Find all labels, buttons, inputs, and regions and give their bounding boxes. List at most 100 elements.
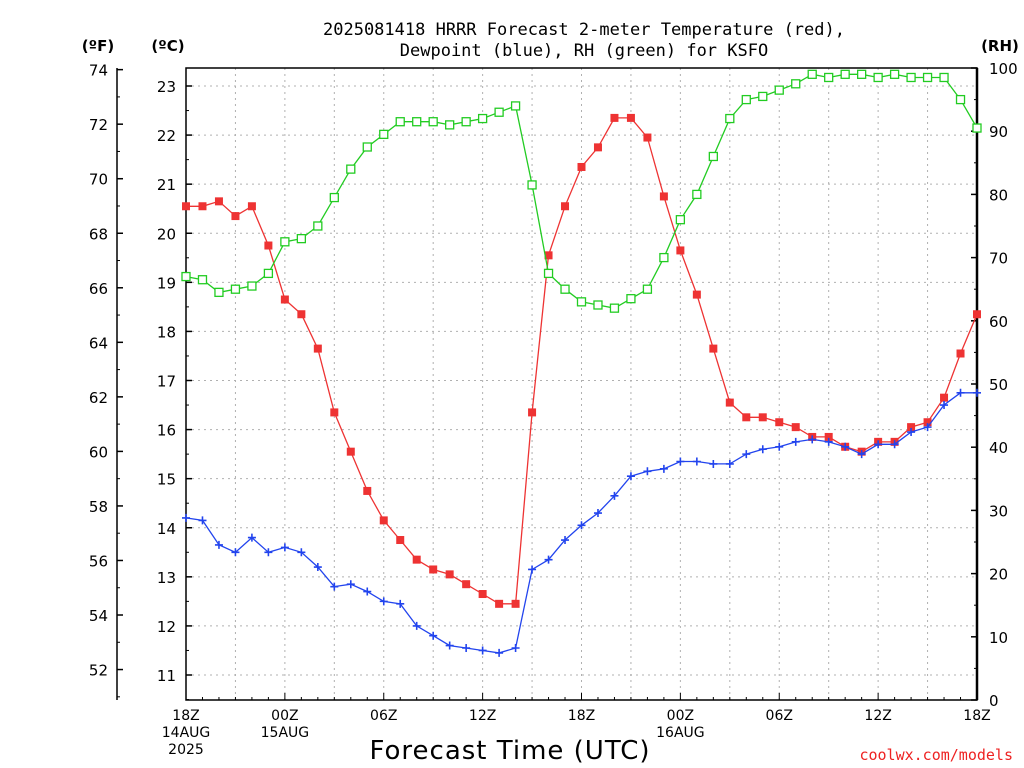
dewpoint-point [280,543,289,552]
series-dewpoint [182,388,981,657]
rh-point [774,85,784,95]
rh-point [939,72,949,83]
chart-title-line-1: 2025081418 HRRR Forecast 2-meter Tempera… [323,20,845,40]
dewpoint-point [544,555,553,564]
temperature-point [264,241,273,250]
dewpoint-point [330,582,339,591]
temperature-point [247,202,256,211]
celsius-tick-label: 23 [157,78,176,96]
rh-point [263,268,274,279]
time-tick-label: 14AUG [162,725,211,741]
celsius-unit-label: (ºC) [151,37,184,55]
temperature-point [973,310,981,319]
rh-tick-label: 90 [989,123,1008,141]
dewpoint-point [709,459,718,468]
temperature-point [330,408,339,417]
dewpoint-point [874,440,883,449]
celsius-tick-label: 15 [157,471,176,489]
dewpoint-point [824,437,833,446]
rh-point [576,297,587,307]
dewpoint-point [725,459,734,468]
temperature-point [280,295,289,304]
rh-point [247,281,257,291]
temperature-point [495,599,504,608]
rh-point [214,287,224,298]
rh-tick-label: 80 [989,186,1008,204]
fahrenheit-unit-label: (ºF) [82,37,114,55]
gridlines [186,68,977,700]
rh-point [725,113,735,124]
rh-point [494,107,504,117]
rh-point [955,94,966,105]
dewpoint-point [182,513,190,522]
dewpoint-point [247,533,256,542]
celsius-tick-label: 12 [157,618,176,636]
dewpoint-point [956,388,965,397]
rh-point [889,69,900,79]
dewpoint-point [890,440,899,449]
rh-point [362,142,372,152]
temperature-point [379,516,388,525]
x-axis-label: Forecast Time (UTC) [369,736,650,766]
rh-point [329,192,339,203]
celsius-tick-label: 18 [157,323,176,341]
rh-point [181,271,191,282]
temperature-point [791,423,800,432]
dewpoint-point [907,428,916,437]
rh-tick-label: 20 [989,566,1008,584]
dewpoint-point [478,646,487,655]
rh-point [609,303,620,313]
rh-point [692,189,702,200]
rh-point [412,117,422,127]
temperature-point [593,143,602,152]
dewpoint-point [528,565,537,574]
temperature-point [198,202,207,211]
series-rh [181,69,982,313]
temperature-point [297,310,306,319]
time-tick-label: 12Z [469,708,496,724]
temperature-point [462,580,471,589]
dewpoint-point [264,548,273,557]
rh-tick-label: 100 [989,60,1018,78]
dewpoint-point [511,644,520,653]
dewpoint-point [791,437,800,446]
dewpoint-point [758,445,767,454]
temperature-point [610,113,619,122]
rh-tick-label: 70 [989,250,1008,268]
temperature-point [346,447,355,456]
rh-point [461,117,471,127]
rh-point [510,101,521,111]
plot-frame [185,67,978,701]
temperature-point [429,565,438,574]
dewpoint-point [445,641,454,650]
time-tick-label: 00Z [271,708,298,724]
rh-tick-label: 40 [989,439,1008,457]
temperature-point [940,393,949,402]
dewpoint-point [808,435,817,444]
dewpoint-point [297,548,306,557]
dewpoint-point [659,464,668,473]
rh-point [659,252,669,263]
rh-point [527,180,537,190]
rh-point [708,151,718,162]
temperature-point [577,162,586,171]
celsius-tick-label: 21 [157,176,176,194]
rh-point [560,284,570,294]
dewpoint-point [857,450,866,459]
data-series [181,69,982,657]
temperature-point [528,408,537,417]
rh-point [477,113,488,124]
celsius-axis: 11 12 13 14 15 16 17 18 19 20 21 22 23 [157,78,192,701]
dewpoint-point [577,521,586,530]
dewpoint-point [973,388,981,397]
time-tick-label: 06Z [766,708,793,724]
rh-point [280,237,290,247]
fahrenheit-axis: 52 54 56 58 60 62 64 66 68 70 72 74 [89,62,123,698]
dewpoint-point [561,536,570,545]
dewpoint-point [676,457,685,466]
rh-point [197,275,208,285]
fahrenheit-tick-label: 72 [89,116,108,134]
rh-point [296,233,307,244]
temperature-point [396,536,405,545]
